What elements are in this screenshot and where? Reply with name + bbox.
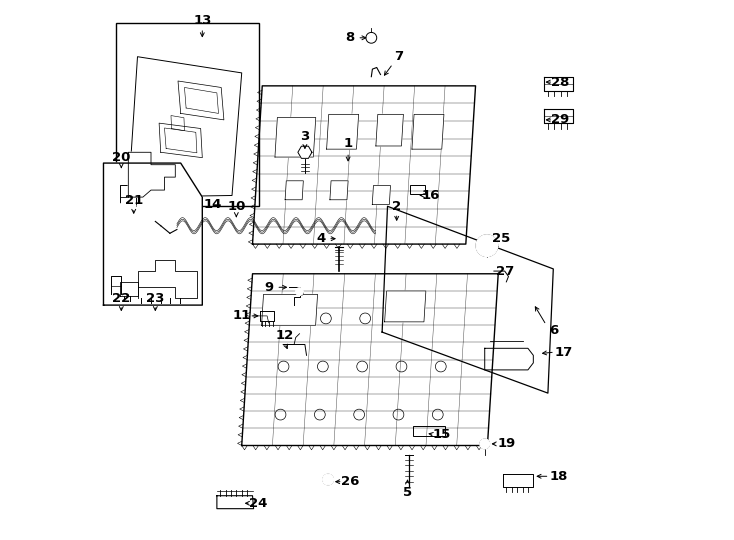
Text: 14: 14 xyxy=(204,198,222,211)
Polygon shape xyxy=(298,146,312,158)
Text: 8: 8 xyxy=(345,31,355,44)
Text: 13: 13 xyxy=(193,14,211,27)
Text: 9: 9 xyxy=(264,281,273,294)
Polygon shape xyxy=(385,291,426,322)
Text: 3: 3 xyxy=(300,130,310,143)
Polygon shape xyxy=(382,206,553,393)
Text: 16: 16 xyxy=(421,189,440,202)
Text: 19: 19 xyxy=(497,437,515,450)
Circle shape xyxy=(480,439,490,449)
Polygon shape xyxy=(285,181,303,200)
Bar xyxy=(413,426,446,436)
Circle shape xyxy=(476,235,498,256)
Text: 1: 1 xyxy=(344,137,352,150)
Polygon shape xyxy=(412,114,444,149)
Text: 4: 4 xyxy=(316,232,326,245)
Polygon shape xyxy=(128,152,175,197)
Text: 22: 22 xyxy=(112,292,131,305)
Text: 28: 28 xyxy=(551,76,570,89)
Polygon shape xyxy=(376,114,404,146)
Text: 29: 29 xyxy=(551,113,570,126)
Text: 6: 6 xyxy=(549,324,558,337)
Text: 15: 15 xyxy=(432,428,451,441)
Text: 25: 25 xyxy=(492,232,510,245)
Ellipse shape xyxy=(120,201,136,211)
Bar xyxy=(410,185,425,194)
Circle shape xyxy=(323,474,333,485)
Text: 27: 27 xyxy=(495,265,514,278)
Text: 11: 11 xyxy=(233,309,251,322)
Text: 21: 21 xyxy=(125,194,143,207)
Text: 10: 10 xyxy=(227,200,245,213)
Text: 17: 17 xyxy=(555,346,573,359)
Circle shape xyxy=(296,288,303,295)
Text: 20: 20 xyxy=(112,151,131,164)
Polygon shape xyxy=(261,294,318,325)
Polygon shape xyxy=(330,181,348,200)
Text: 24: 24 xyxy=(249,497,267,510)
Text: 23: 23 xyxy=(146,292,164,305)
Text: 5: 5 xyxy=(403,486,412,499)
Polygon shape xyxy=(372,186,390,205)
Text: 2: 2 xyxy=(392,200,401,213)
Text: 26: 26 xyxy=(341,475,359,488)
Text: 12: 12 xyxy=(276,329,294,342)
Polygon shape xyxy=(103,163,203,305)
Text: 7: 7 xyxy=(393,50,403,63)
Polygon shape xyxy=(327,114,359,149)
Polygon shape xyxy=(275,118,316,157)
Text: 18: 18 xyxy=(550,470,568,483)
Bar xyxy=(116,23,259,206)
